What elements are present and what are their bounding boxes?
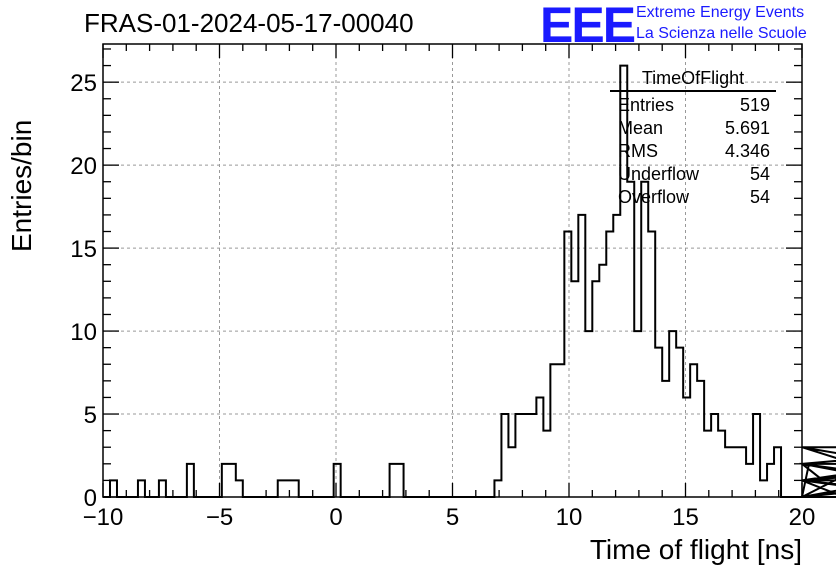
axis-ticks	[102, 44, 803, 498]
y-tick-label: 15	[70, 236, 97, 263]
stats-label: Underflow	[618, 164, 700, 184]
stats-label: Mean	[618, 118, 664, 138]
stats-title: TimeOfFlight	[610, 68, 776, 92]
x-axis-label: Time of flight [ns]	[589, 534, 802, 565]
x-tick-label: −10	[83, 504, 124, 531]
stats-value: 54	[749, 187, 770, 207]
x-tick-label: 10	[556, 504, 583, 531]
x-tick-label: −5	[206, 504, 233, 531]
stats-value: 519	[739, 95, 770, 115]
y-tick-label: 25	[70, 70, 97, 97]
y-tick-label: 10	[70, 319, 97, 346]
stats-label: Overflow	[618, 187, 690, 207]
stats-row-overflow: Overflow 54	[610, 186, 776, 209]
grid-lines	[103, 44, 802, 497]
stats-row-underflow: Underflow 54	[610, 163, 776, 186]
logo-subtitle-line2: La Scienza nelle Scuole	[636, 25, 807, 42]
histogram-series	[103, 64, 836, 498]
x-tick-label: 20	[789, 504, 816, 531]
stats-row-entries: Entries 519	[610, 94, 776, 117]
y-tick-label: 20	[70, 153, 97, 180]
stats-label: Entries	[618, 95, 675, 115]
y-axis-label: Entries/bin	[6, 119, 37, 252]
eee-logo: EEE	[540, 0, 636, 53]
plot-title: FRAS-01-2024-05-17-00040	[84, 8, 414, 38]
stats-box: TimeOfFlight Entries 519 Mean 5.691 RMS …	[610, 68, 776, 209]
stats-value: 4.346	[724, 141, 770, 161]
x-tick-label: 15	[672, 504, 699, 531]
stats-row-mean: Mean 5.691	[610, 117, 776, 140]
stats-row-rms: RMS 4.346	[610, 140, 776, 163]
stats-value: 54	[749, 164, 770, 184]
axis-tick-labels: −10 −5 0 5 10 15 20 0 5 10 15 20 25	[70, 70, 815, 531]
y-tick-label: 5	[84, 402, 97, 429]
stats-label: RMS	[618, 141, 658, 161]
logo-subtitle-line1: Extreme Energy Events	[636, 4, 805, 21]
stats-value: 5.691	[724, 118, 770, 138]
y-tick-label: 0	[84, 485, 97, 512]
x-tick-label: 0	[329, 504, 342, 531]
x-tick-label: 5	[446, 504, 459, 531]
